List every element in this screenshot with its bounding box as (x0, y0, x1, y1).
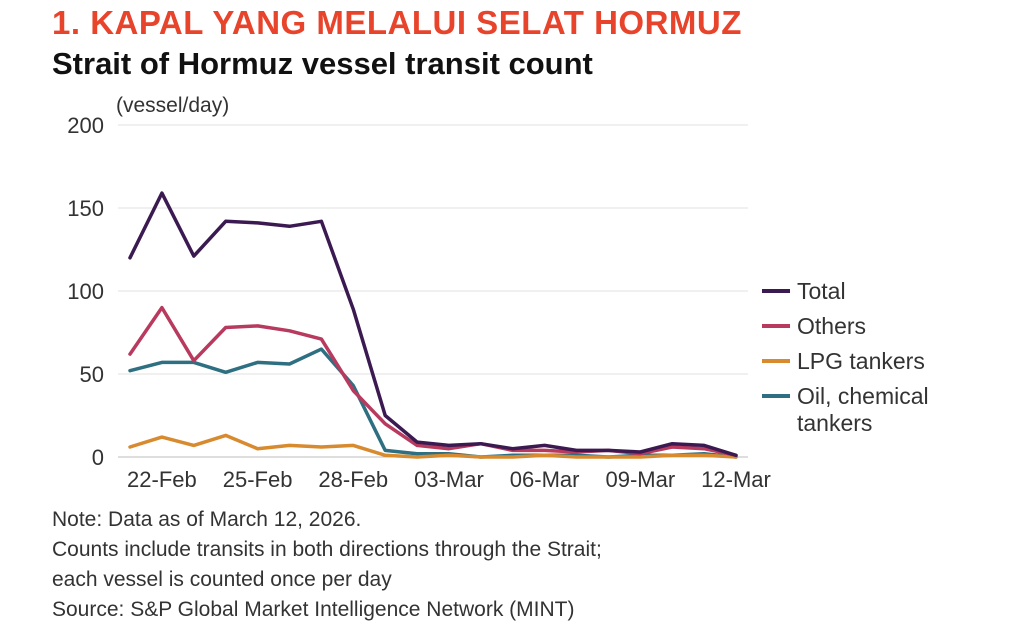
x-tick-label: 12-Mar (701, 467, 771, 492)
source-line: Source: S&P Global Market Intelligence N… (52, 598, 575, 621)
series-line-lpg-tankers (128, 433, 738, 459)
chart-kicker: 1. KAPAL YANG MELALUI SELAT HORMUZ (52, 4, 742, 41)
y-tick-label: 200 (67, 113, 104, 138)
y-tick-label: 0 (92, 445, 104, 470)
series-line-others (128, 305, 738, 458)
note-line: Counts include transits in both directio… (52, 538, 602, 561)
x-tick-label: 06-Mar (510, 467, 580, 492)
x-tick-label: 09-Mar (605, 467, 675, 492)
y-tick-label: 150 (67, 196, 104, 221)
y-tick-label: 100 (67, 279, 104, 304)
legend-label: LPG tankers (797, 348, 925, 374)
note-line: each vessel is counted once per day (52, 568, 392, 591)
y-tick-label: 50 (80, 362, 104, 387)
legend-label: Others (797, 313, 866, 339)
series-line-total (128, 191, 738, 458)
x-tick-label: 25-Feb (223, 467, 293, 492)
x-tick-labels: 22-Feb 25-Feb 28-Feb 03-Mar 06-Mar 09-Mar 12-M… (127, 467, 771, 492)
legend-label: Oil, chemical tankers (797, 383, 929, 436)
legend: Total Others LPG tankers Oil, chemical tanke… (762, 278, 929, 436)
line-chart: (vessel/day) 0 50 100 150 200 22-Feb 25-Feb 28… (67, 94, 929, 492)
legend-label: Total (797, 278, 846, 304)
chart-notes: Note: Data as of March 12, 2026. Counts … (52, 505, 602, 625)
note-line: Note: Data as of March 12, 2026. (52, 508, 362, 531)
x-tick-label: 03-Mar (414, 467, 484, 492)
y-tick-labels: 0 50 100 150 200 (67, 113, 104, 470)
grid-lines (118, 124, 748, 458)
chart-title: Strait of Hormuz vessel transit count (52, 46, 593, 81)
x-tick-label: 22-Feb (127, 467, 197, 492)
x-tick-label: 28-Feb (318, 467, 388, 492)
y-unit-label: (vessel/day) (116, 94, 229, 117)
series-lines (128, 191, 738, 459)
series-line-oil-chemical-tankers (128, 347, 738, 459)
